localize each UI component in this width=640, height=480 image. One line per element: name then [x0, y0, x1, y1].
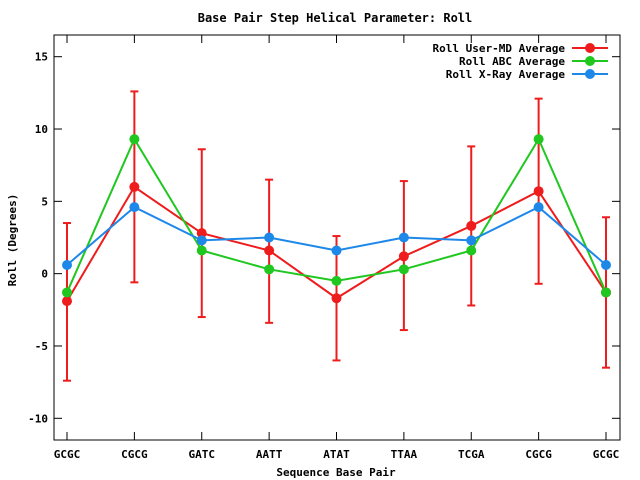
legend-marker-2	[585, 56, 595, 66]
series-1-point	[264, 245, 275, 256]
series-3-point	[331, 245, 342, 256]
series-2-point	[533, 134, 544, 145]
y-tick-label: -5	[35, 340, 48, 353]
series-2-point	[264, 264, 275, 275]
y-tick-label: 0	[41, 268, 48, 281]
series-3-point	[264, 232, 275, 243]
series-1-point	[196, 228, 207, 239]
legend-label-3: Roll X-Ray Average	[446, 68, 566, 81]
series-3-point	[196, 235, 207, 246]
x-tick-label: CGCG	[121, 448, 148, 461]
x-tick-label: CGCG	[525, 448, 552, 461]
chart-title: Base Pair Step Helical Parameter: Roll	[198, 11, 473, 25]
x-tick-label: AATT	[256, 448, 283, 461]
legend-marker-1	[585, 43, 595, 53]
legend-label-2: Roll ABC Average	[459, 55, 565, 68]
series-3-point	[398, 232, 409, 243]
x-tick-label: GCGC	[593, 448, 620, 461]
y-tick-label: 10	[35, 123, 48, 136]
x-tick-label: TTAA	[391, 448, 418, 461]
series-3-point	[129, 202, 140, 213]
series-2-point	[196, 245, 207, 256]
series-2-point	[331, 275, 342, 286]
series-3-point	[533, 202, 544, 213]
y-tick-label: 15	[35, 51, 48, 64]
series-3-point	[62, 259, 72, 270]
x-tick-label: TCGA	[458, 448, 485, 461]
x-tick-label: ATAT	[323, 448, 350, 461]
series-2	[62, 134, 611, 298]
series-2-point	[466, 245, 477, 256]
series-1-point	[466, 220, 477, 231]
series-1-point	[62, 296, 72, 307]
series-3-point	[601, 259, 611, 270]
series-1-point	[533, 186, 544, 197]
series-2-point	[129, 134, 140, 145]
series-2-point	[601, 287, 611, 298]
series-1-point	[398, 251, 409, 262]
series-2-point	[62, 287, 72, 298]
series-1	[62, 90, 611, 382]
series-1-point	[331, 293, 342, 304]
plot-layer: -10 -5 0 5 10 15 GCGC CGCG GATC AATT ATAT TTAA TCGA C…	[28, 34, 621, 461]
legend-marker-3	[585, 69, 595, 79]
series-3-point	[466, 235, 477, 246]
y-tick-label: 5	[41, 195, 48, 208]
series-2-point	[398, 264, 409, 275]
y-axis-label: Roll (Degrees)	[6, 194, 19, 287]
x-axis-label: Sequence Base Pair	[276, 466, 396, 479]
x-tick-label: GATC	[189, 448, 216, 461]
series-1-point	[129, 181, 140, 192]
y-tick-label: -10	[28, 412, 48, 425]
x-tick-label: GCGC	[54, 448, 81, 461]
series-3	[62, 202, 611, 270]
legend-label-1: Roll User-MD Average	[433, 42, 566, 55]
